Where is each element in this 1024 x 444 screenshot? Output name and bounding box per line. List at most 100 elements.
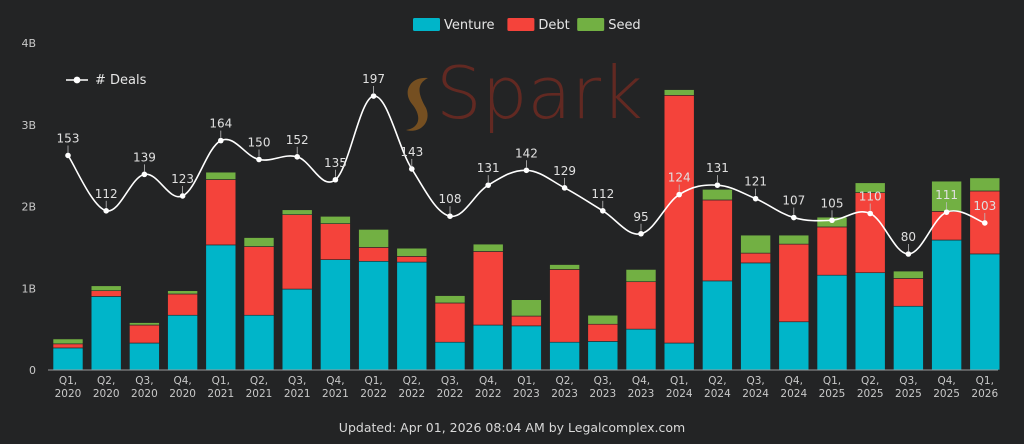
deal-point	[561, 185, 568, 191]
line-legend-marker	[73, 76, 81, 84]
deal-label: 164	[209, 117, 232, 131]
deal-point	[638, 230, 644, 237]
x-tick-label: Q2, 2021	[246, 375, 273, 400]
bar-venture	[281, 288, 313, 371]
deal-point	[141, 171, 148, 178]
bar-debt	[511, 315, 542, 327]
deal-point	[409, 166, 415, 172]
deal-label: 123	[171, 172, 194, 186]
bar-venture	[243, 314, 275, 371]
deal-label: 135	[324, 156, 347, 170]
deals-line: 153 112 139 123 164 150 152 135 197 143 108 131 142 1…	[57, 72, 996, 257]
bar-venture	[854, 272, 886, 371]
bar-seed	[663, 89, 695, 96]
bar-debt	[778, 243, 810, 323]
bar-seed	[396, 247, 428, 257]
x-tick-label: Q4, 2023	[628, 375, 655, 400]
legend-swatch-venture	[413, 18, 440, 31]
bar-venture	[969, 253, 1001, 371]
deal-point	[370, 93, 377, 99]
deal-point	[103, 208, 109, 214]
x-tick-label: Q1, 2022	[360, 375, 387, 400]
bar-debt	[625, 281, 657, 330]
bar-debt	[663, 95, 695, 344]
bar-seed	[281, 209, 313, 215]
bar-venture	[129, 342, 160, 371]
deal-point	[714, 182, 721, 188]
bar-debt	[472, 251, 504, 326]
x-tick-label: Q3, 2021	[284, 375, 311, 400]
bar-seed	[167, 290, 198, 295]
bar-venture	[396, 261, 428, 371]
deal-point	[218, 137, 224, 144]
x-tick-label: Q1, 2025	[819, 375, 846, 400]
bar-debt	[320, 223, 351, 260]
bar-venture	[549, 341, 580, 371]
bar-debt	[740, 252, 771, 264]
bar-seed	[90, 285, 122, 292]
x-tick-label: Q3, 2022	[437, 375, 464, 400]
bar-venture	[663, 342, 695, 371]
deal-point	[447, 213, 453, 219]
bar-venture	[358, 260, 389, 371]
bar-debt	[816, 226, 848, 276]
bar-venture	[167, 314, 198, 371]
deal-label: 103	[973, 199, 996, 213]
bar-debt	[358, 247, 389, 262]
deal-label: 107	[782, 194, 805, 208]
deal-point	[485, 182, 492, 188]
bar-venture	[320, 259, 351, 371]
y-tick-label: 0	[29, 364, 36, 377]
bar-seed	[854, 182, 886, 193]
deal-point	[676, 191, 682, 198]
deal-label: 129	[553, 164, 576, 178]
line-legend: # Deals	[66, 73, 147, 88]
bar-debt	[931, 211, 962, 241]
x-axis: Q1, 2020 Q2, 2020 Q3, 2020 Q4, 2020 Q1, 2021 Q2, 20…	[55, 375, 999, 400]
deal-label: 110	[859, 190, 882, 204]
x-tick-label: Q1, 2021	[207, 375, 234, 400]
x-tick-label: Q2, 2024	[704, 375, 731, 400]
bar-debt	[243, 246, 275, 316]
deal-point	[867, 210, 873, 217]
bar-seed	[358, 229, 389, 248]
x-tick-label: Q1, 2020	[55, 375, 82, 400]
deal-label: 153	[57, 131, 80, 145]
bar-seed	[472, 243, 504, 252]
x-tick-label: Q2, 2025	[857, 375, 884, 400]
bar-seed	[52, 338, 84, 345]
bar-seed	[511, 299, 542, 317]
bar-seed	[587, 314, 619, 325]
bar-seed	[320, 216, 351, 224]
bar-seed	[243, 237, 275, 247]
bar-venture	[778, 321, 810, 371]
deal-label: 80	[901, 230, 916, 244]
deal-point	[600, 208, 606, 214]
footer-text: Updated: Apr 01, 2026 08:04 AM by Legalc…	[339, 420, 685, 435]
legend: Venture Debt Seed	[413, 18, 641, 33]
bar-seed	[778, 234, 810, 245]
deal-point	[179, 193, 186, 199]
bar-debt	[90, 290, 122, 297]
deal-label: 142	[515, 146, 538, 160]
bar-debt	[587, 323, 619, 342]
bar-venture	[90, 296, 122, 371]
deal-label: 108	[439, 192, 462, 206]
bar-debt	[893, 278, 924, 307]
bar-debt	[205, 179, 237, 246]
x-tick-label: Q3, 2024	[742, 375, 769, 400]
spark-watermark: Spark	[406, 51, 643, 135]
bar-debt	[52, 343, 84, 349]
bar-seed	[625, 269, 657, 283]
x-tick-label: Q4, 2025	[933, 375, 960, 400]
deal-point	[65, 152, 71, 159]
deal-point	[294, 154, 301, 160]
x-tick-label: Q3, 2025	[895, 375, 922, 400]
x-tick-label: Q3, 2023	[589, 375, 616, 400]
x-tick-label: Q4, 2021	[322, 375, 349, 400]
bar-venture	[893, 305, 924, 371]
bar-seed	[205, 171, 237, 180]
deal-point	[752, 195, 759, 202]
bar-seed	[434, 295, 466, 304]
bar-debt	[702, 199, 733, 282]
